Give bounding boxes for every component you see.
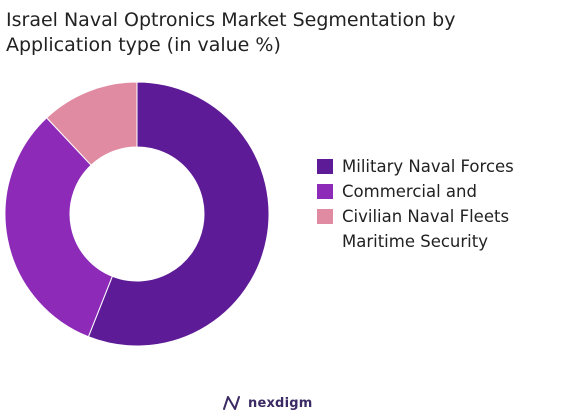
legend-label-maritime: Maritime Security (342, 232, 488, 251)
logo-text: nexdigm (248, 395, 313, 411)
legend-item-commercial: Commercial and (317, 179, 557, 204)
legend-label-civilian: Civilian Naval Fleets (342, 207, 510, 226)
nexdigm-logo: nexdigm (222, 394, 312, 412)
chart-title-line-1: Israel Naval Optronics Market Segmentati… (6, 9, 456, 31)
chart-legend: Military Naval Forces Commercial and Civ… (317, 154, 557, 254)
chart-title-line-2: Application type (in value %) (6, 34, 281, 56)
legend-item-civilian: Civilian Naval Fleets (317, 204, 557, 229)
legend-label-military: Military Naval Forces (342, 157, 514, 176)
legend-item-maritime: Maritime Security (317, 229, 557, 254)
legend-item-military-naval-forces: Military Naval Forces (317, 154, 557, 179)
legend-swatch-commercial (317, 184, 333, 199)
legend-label-commercial: Commercial and (342, 182, 477, 201)
donut-slice-maritime-security (45, 81, 138, 166)
legend-swatch-civilian (317, 209, 333, 224)
donut-slices (4, 81, 270, 347)
donut-slice-military-naval-forces (87, 81, 270, 347)
donut-slice-commercial-and-civilian-naval-fleets (4, 117, 113, 338)
nexdigm-logo-icon (223, 396, 240, 410)
legend-swatch-military (317, 159, 333, 174)
chart-title: Israel Naval Optronics Market Segmentati… (6, 8, 546, 58)
